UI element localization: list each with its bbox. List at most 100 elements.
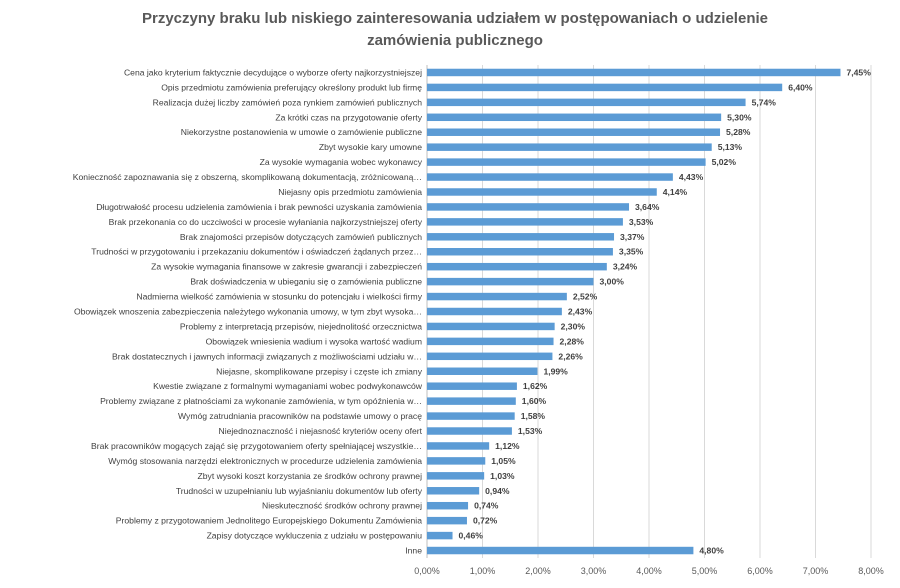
category-label: Trudności w uzupełnianiu lub wyjaśnianiu… [176,486,423,496]
x-tick-label: 0,00% [414,566,440,576]
bar [427,501,469,510]
x-tick-label: 4,00% [636,566,662,576]
bar [427,233,615,241]
bar [427,128,721,136]
category-label: Problemy z przygotowaniem Jednolitego Eu… [116,516,422,526]
bar [427,531,453,540]
x-tick-label: 1,00% [470,566,496,576]
category-label: Obowiązek wnoszenia zabezpieczenia należ… [74,307,422,317]
data-label: 5,28% [726,127,751,137]
category-label: Brak dostatecznych i jawnych informacji … [112,351,422,361]
bar [427,442,490,450]
category-label: Niekorzystne postanowienia w umowie o za… [181,127,422,137]
bar [427,307,562,316]
data-label: 3,53% [629,217,654,227]
data-label: 2,26% [558,351,583,361]
data-label: 5,02% [712,157,737,167]
data-label: 1,53% [518,426,543,436]
bar [427,113,722,122]
data-label: 0,74% [474,501,499,511]
data-label: 1,58% [521,411,546,421]
data-label: 0,94% [485,486,510,496]
bar [427,248,613,256]
bar [427,427,512,435]
data-label: 7,45% [846,67,871,77]
data-label: 0,72% [473,516,498,526]
category-label: Niejednoznaczność i niejasność kryteriów… [219,426,423,436]
category-label: Brak przekonania co do uczciwości w proc… [109,217,423,227]
data-label: 4,14% [663,187,688,197]
data-label: 3,35% [619,247,644,257]
data-label: 2,28% [560,336,585,346]
bar [427,98,746,107]
category-label: Długotrwałość procesu udzielenia zamówie… [96,202,422,212]
category-label: Zbyt wysokie kary umowne [319,142,422,152]
category-label: Cena jako kryterium faktycznie decydując… [124,67,422,77]
bar [427,277,594,286]
bar [427,382,517,390]
bar [427,158,706,166]
data-label: 3,24% [613,262,638,272]
category-label: Brak pracowników mogących zająć się przy… [91,441,422,451]
bar [427,173,673,181]
data-label: 2,52% [573,292,598,302]
bar [427,218,623,226]
category-label: Brak znajomości przepisów dotyczących za… [180,232,422,242]
data-label: 5,74% [752,97,777,107]
bar [427,352,553,361]
category-label: Za krótki czas na przygotowanie oferty [275,112,422,122]
x-tick-label: 6,00% [747,566,773,576]
bar [427,188,657,196]
category-label: Obowiązek wniesienia wadium i wysoka war… [206,336,422,346]
bar [427,412,515,420]
bar [427,322,555,331]
category-label: Zapisy dotyczące wykluczenia z udziału w… [207,531,423,541]
data-label: 5,13% [718,142,743,152]
category-label: Za wysokie wymagania wobec wykonawcy [260,157,423,167]
data-label: 1,12% [495,441,520,451]
data-label: 1,05% [491,456,516,466]
category-label: Opis przedmiotu zamówienia preferujący o… [161,82,422,92]
data-label: 3,37% [620,232,645,242]
bar [427,262,607,271]
category-label: Nieskuteczność środków ochrony prawnej [262,501,422,511]
data-label: 1,60% [522,396,547,406]
bar [427,143,712,151]
x-tick-label: 3,00% [581,566,607,576]
data-label: 2,30% [561,321,586,331]
data-label: 3,00% [600,277,625,287]
bar [427,68,841,77]
x-tick-label: 8,00% [858,566,884,576]
category-label: Problemy związane z płatnościami za wyko… [100,396,422,406]
category-label: Problemy z interpretacją przepisów, niej… [180,321,422,331]
bar [427,546,694,555]
bar [427,516,467,525]
category-label: Brak doświadczenia w ubieganiu się o zam… [190,277,422,287]
bar [427,367,538,375]
data-label: 4,43% [679,172,704,182]
bar [427,397,516,405]
x-tick-label: 2,00% [525,566,551,576]
x-tick-label: 7,00% [803,566,829,576]
data-label: 2,43% [568,307,593,317]
x-tick-label: 5,00% [692,566,718,576]
category-label: Wymóg zatrudniania pracowników na podsta… [178,411,422,421]
category-label: Wymóg stosowania narzędzi elektronicznyc… [108,456,422,466]
data-label: 1,99% [543,366,568,376]
category-label: Niejasny opis przedmiotu zamówienia [278,187,422,197]
category-label: Trudności w przygotowaniu i przekazaniu … [91,247,422,257]
data-label: 5,30% [727,112,752,122]
category-label: Realizacja dużej liczby zamówień poza ry… [153,97,423,107]
data-label: 1,03% [490,471,515,481]
data-label: 0,46% [459,531,484,541]
bar [427,337,554,346]
chart-title: Przyczyny braku lub niskiego zainteresow… [142,10,768,49]
bar [427,457,486,465]
category-label: Niejasne, skomplikowane przepisy i częst… [216,366,423,376]
bar [427,292,567,301]
bar [427,83,783,92]
category-label: Nadmierna wielkość zamówienia w stosunku… [136,292,422,302]
data-label: 1,62% [523,381,548,391]
